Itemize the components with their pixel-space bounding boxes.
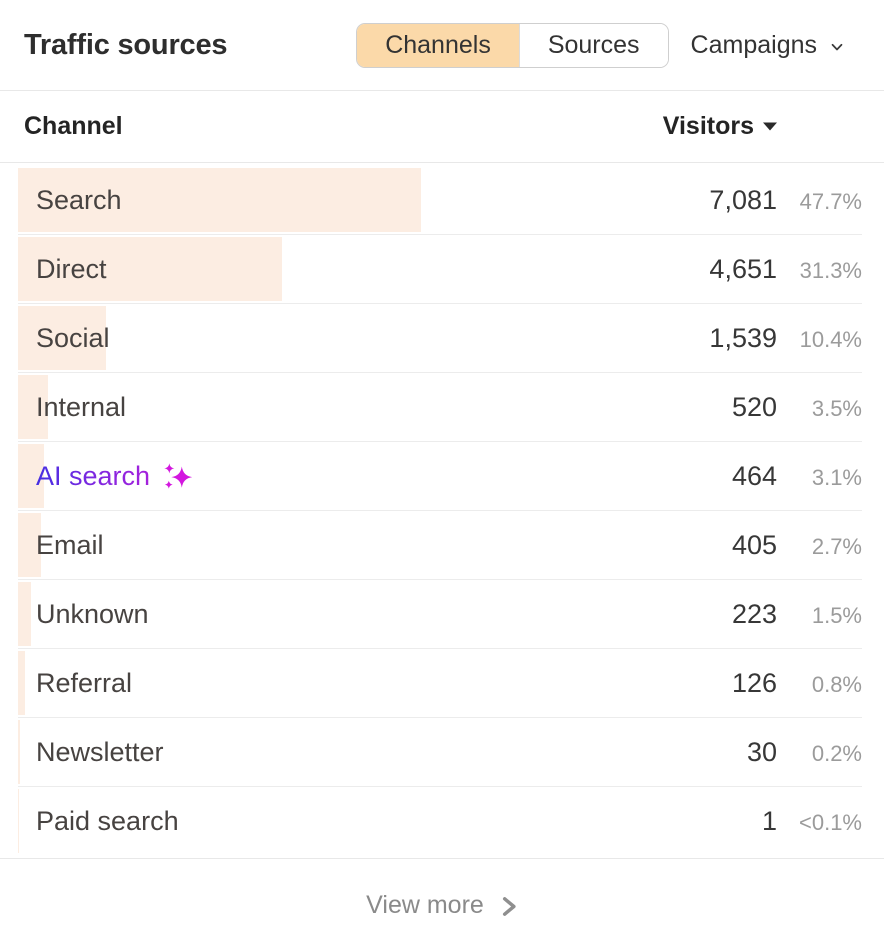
channel-label: Social — [36, 323, 110, 353]
chevron-down-icon — [828, 35, 846, 56]
channel-label: Direct — [36, 254, 107, 284]
visitors-percent: 0.2% — [811, 741, 862, 766]
view-more-link[interactable]: View more — [0, 859, 884, 952]
channel-bar — [18, 375, 48, 439]
visitors-percent: 0.8% — [811, 672, 862, 697]
channels-table: Search 7,081 47.7% Direct 4,651 31.3% So… — [0, 163, 884, 859]
visitors-value: 30 — [746, 737, 777, 767]
tab-channels[interactable]: Channels — [357, 23, 519, 67]
column-header-visitors[interactable]: Visitors — [663, 112, 777, 141]
column-header-channel: Channel — [24, 112, 123, 140]
visitors-value: 7,081 — [709, 185, 777, 215]
tab-sources[interactable]: Sources — [518, 23, 668, 67]
visitors-value: 520 — [731, 392, 777, 422]
report-tab-group: Channels Sources — [356, 22, 669, 68]
table-row[interactable]: Newsletter 30 0.2% — [18, 720, 862, 787]
channel-bar — [18, 444, 45, 508]
visitors-percent: 47.7% — [799, 189, 862, 214]
traffic-sources-header: Traffic sources Channels Sources Campaig… — [0, 0, 884, 91]
campaigns-dropdown[interactable]: Campaigns — [691, 31, 846, 60]
visitors-header-label: Visitors — [662, 112, 754, 140]
channel-label: Newsletter — [36, 737, 164, 767]
channel-label: Search — [36, 185, 122, 215]
table-row[interactable]: Internal 520 3.5% — [18, 375, 862, 442]
visitors-value: 464 — [731, 461, 777, 491]
channel-bar — [18, 582, 31, 646]
table-row[interactable]: Email 405 2.7% — [18, 513, 862, 580]
table-row[interactable]: Social 1,539 10.4% — [18, 306, 862, 373]
visitors-percent: 1.5% — [811, 603, 862, 628]
triangle-down-icon — [763, 122, 777, 131]
visitors-percent: 3.1% — [811, 465, 862, 490]
view-more-label: View more — [366, 891, 484, 919]
table-row[interactable]: AI search 464 3.1% — [18, 444, 862, 511]
channel-label: Unknown — [36, 599, 149, 629]
visitors-value: 1,539 — [709, 323, 777, 353]
visitors-value: 1 — [761, 806, 777, 836]
table-row[interactable]: Unknown 223 1.5% — [18, 582, 862, 649]
channel-label: Referral — [36, 668, 133, 698]
widget-title: Traffic sources — [24, 28, 228, 61]
table-row[interactable]: Referral 126 0.8% — [18, 651, 862, 718]
channel-bar — [18, 168, 421, 232]
visitors-value: 223 — [731, 599, 777, 629]
channel-label: AI search — [18, 444, 150, 508]
table-row[interactable]: Search 7,081 47.7% — [18, 168, 862, 235]
visitors-percent: <0.1% — [799, 810, 862, 835]
table-header: Channel Visitors — [0, 91, 884, 163]
visitors-percent: 31.3% — [799, 258, 862, 283]
table-row[interactable]: Paid search 1 <0.1% — [18, 789, 862, 853]
visitors-percent: 3.5% — [811, 396, 862, 421]
channel-label: Paid search — [36, 806, 179, 836]
sparkles-icon — [163, 463, 193, 489]
channel-bar — [18, 720, 20, 784]
visitors-percent: 10.4% — [799, 327, 862, 352]
table-row[interactable]: Direct 4,651 31.3% — [18, 237, 862, 304]
visitors-value: 405 — [731, 530, 777, 560]
channel-bar — [18, 789, 19, 853]
channel-label: Internal — [36, 392, 127, 422]
chevron-right-icon — [499, 893, 518, 918]
visitors-percent: 2.7% — [811, 534, 862, 559]
campaigns-label: Campaigns — [690, 30, 817, 59]
visitors-value: 126 — [731, 668, 777, 698]
channel-bar — [18, 237, 283, 301]
visitors-value: 4,651 — [709, 254, 777, 284]
channel-bar — [18, 306, 106, 370]
channel-bar — [18, 513, 41, 577]
channel-label: Email — [36, 530, 104, 560]
channel-bar — [18, 651, 25, 715]
